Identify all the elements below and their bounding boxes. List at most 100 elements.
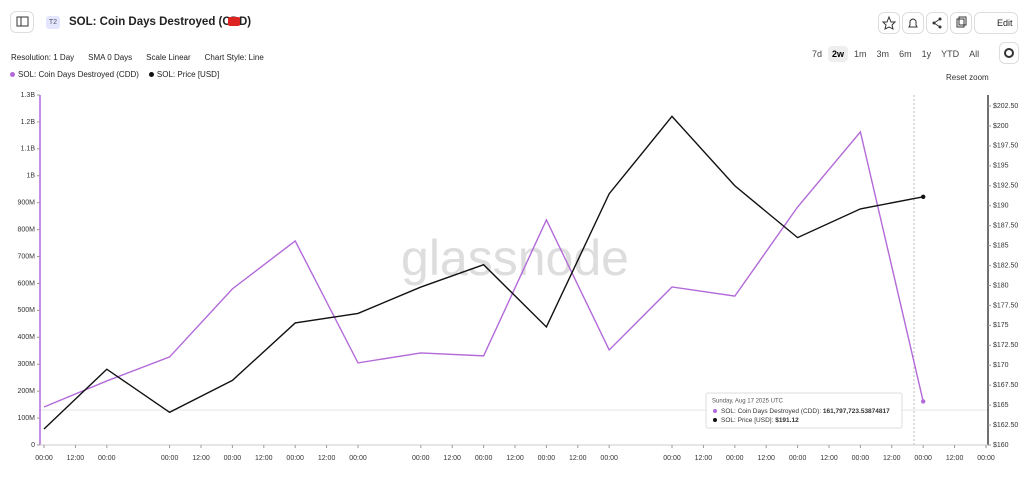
x-tick-label: 00:00 [412, 455, 430, 462]
legend: SOL: Coin Days Destroyed (CDD) SOL: Price… [10, 70, 229, 79]
x-tick-label: 00:00 [663, 455, 681, 462]
series-line [43, 115, 924, 430]
copy-button[interactable] [950, 12, 972, 34]
y-tick-label: 1B [26, 173, 35, 180]
x-tick-label: 00:00 [914, 455, 932, 462]
y2-tick-label: $190 [993, 203, 1009, 210]
y-tick-label: 700M [17, 253, 35, 260]
x-tick-label: 12:00 [695, 455, 713, 462]
range-button[interactable]: All [969, 49, 980, 59]
y-tick-label: 500M [17, 307, 35, 314]
x-tick-label: 00:00 [538, 455, 556, 462]
icon [908, 18, 918, 28]
y2-tick-label: $202.50 [993, 103, 1018, 110]
icon [881, 15, 897, 30]
y-tick-label: 1.3B [21, 92, 36, 99]
legend-label: SOL: Price [USD] [156, 70, 220, 79]
x-tick-label: 12:00 [757, 455, 775, 462]
alert-button[interactable] [902, 12, 924, 34]
x-tick-label: 00:00 [852, 455, 870, 462]
y2-tick-label: $162.50 [993, 422, 1018, 429]
legend-dot [10, 72, 15, 77]
tooltip-value: $191.12 [775, 417, 799, 424]
range-selector: 7d 2w 1m 3m 6m 1y YTD All [806, 44, 983, 62]
icon [1004, 48, 1014, 58]
y2-tick-label: $160 [993, 442, 1009, 449]
toolbar-dropdown[interactable]: SMA 0 Days [88, 53, 133, 62]
y-tick-label: 200M [17, 388, 35, 395]
y2-tick-label: $167.50 [993, 382, 1018, 389]
toolbar: Resolution: 1 Day SMA 0 Days Scale Linear C… [11, 47, 278, 65]
y2-tick-label: $182.50 [993, 262, 1018, 269]
tier-badge: T2 [46, 16, 60, 29]
series-line [43, 130, 924, 408]
icon [932, 17, 942, 29]
y-tick-label: 800M [17, 226, 35, 233]
legend-label: SOL: Coin Days Destroyed (CDD) [18, 70, 139, 79]
x-tick-label: 00:00 [349, 455, 367, 462]
tooltip-colon: : [819, 408, 823, 415]
y2-tick-label: $195 [993, 163, 1009, 170]
range-button[interactable]: 6m [899, 49, 912, 59]
x-tick-label: 12:00 [946, 455, 964, 462]
tooltip-dot [713, 409, 717, 413]
x-tick-label: 00:00 [98, 455, 116, 462]
sidebar-toggle[interactable] [10, 11, 34, 33]
range-button[interactable]: 3m [876, 49, 890, 59]
y-tick-label: 900M [17, 200, 35, 207]
y2-tick-label: $185 [993, 242, 1009, 249]
x-tick-label: 12:00 [820, 455, 838, 462]
settings-button[interactable] [999, 42, 1019, 64]
legend-item[interactable]: SOL: Coin Days Destroyed (CDD) [10, 70, 139, 79]
chart-title: SOL: Coin Days Destroyed (CDD) [69, 16, 252, 28]
youtube-icon[interactable] [228, 17, 240, 26]
y2-tick-label: $177.50 [993, 302, 1018, 309]
y2-tick-label: $180 [993, 282, 1009, 289]
x-tick-label: 00:00 [286, 455, 304, 462]
x-tick-label: 00:00 [789, 455, 807, 462]
toolbar-dropdown[interactable]: Scale Linear [146, 53, 191, 62]
tooltip-date: Sunday, Aug 17 2025 UTC [712, 399, 784, 405]
favorite-button[interactable] [878, 12, 900, 34]
y-tick-label: 1.2B [21, 119, 36, 126]
x-tick-label: 12:00 [192, 455, 210, 462]
x-tick-label: 00:00 [726, 455, 744, 462]
tooltip: Sunday, Aug 17 2025 UTC SOL: Coin Days De… [705, 392, 903, 429]
legend-dot [148, 72, 154, 77]
y2-tick-label: $165 [993, 402, 1009, 409]
range-button[interactable]: 2w [828, 46, 849, 62]
x-tick-label: 12:00 [67, 455, 85, 462]
tooltip-colon: : [772, 417, 776, 424]
toolbar-dropdown[interactable]: Chart Style: Line [204, 53, 264, 62]
x-tick-label: 00:00 [475, 455, 493, 462]
range-button[interactable]: 1y [921, 49, 932, 59]
y-tick-label: 600M [17, 280, 35, 287]
y2-tick-label: $187.50 [993, 222, 1018, 229]
range-button[interactable]: YTD [941, 49, 960, 59]
tooltip-series-name: SOL: Coin Days Destroyed (CDD) [721, 408, 819, 415]
watermark: glassnode [401, 230, 629, 286]
x-tick-label: 12:00 [318, 455, 336, 462]
range-button[interactable]: 7d [812, 49, 823, 59]
x-tick-label: 12:00 [883, 455, 901, 462]
range-button[interactable]: 1m [854, 49, 867, 59]
x-tick-label: 00:00 [600, 455, 618, 462]
x-tick-label: 00:00 [35, 455, 53, 462]
hover-point [921, 194, 926, 199]
y2-tick-label: $192.50 [993, 183, 1018, 190]
y2-tick-label: $170 [993, 362, 1009, 369]
y-tick-label: 100M [17, 415, 35, 422]
tooltip-value: 161,797,723.53874817 [823, 408, 890, 415]
legend-item[interactable]: SOL: Price [USD] [148, 70, 220, 79]
share-button[interactable] [926, 12, 948, 34]
tooltip-row: SOL: Price [USD]: $191.12 [721, 417, 799, 424]
edit-button[interactable]: Edit [974, 12, 1018, 34]
y-tick-label: 0 [31, 442, 35, 449]
top-bar: T2 SOL: Coin Days Destroyed (CDD) Edit [0, 0, 1024, 44]
x-tick-label: 00:00 [224, 455, 242, 462]
toolbar-dropdown[interactable]: Resolution: 1 Day [11, 53, 75, 62]
reset-zoom[interactable]: Reset zoom [946, 73, 989, 82]
y-tick-label: 400M [17, 334, 35, 341]
y2-tick-label: $172.50 [993, 342, 1018, 349]
